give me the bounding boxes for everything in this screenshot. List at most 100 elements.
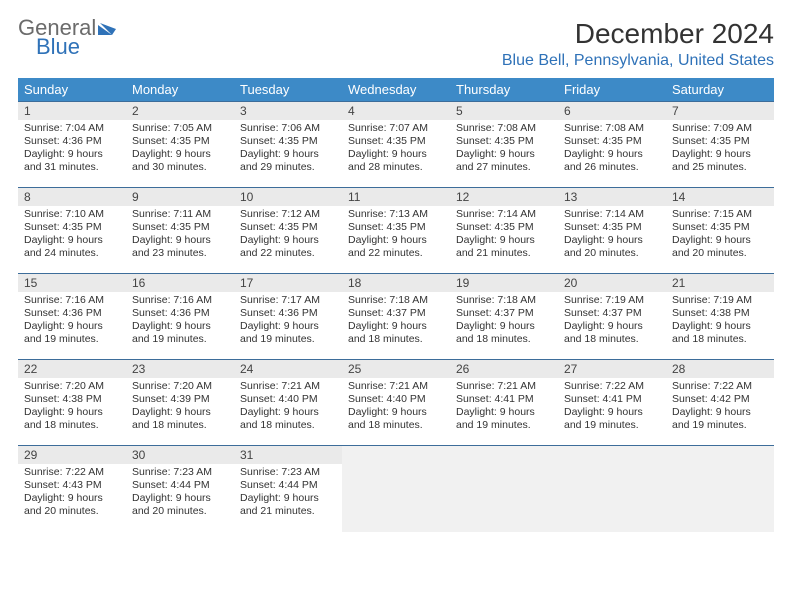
day-details: Sunrise: 7:16 AMSunset: 4:36 PMDaylight:… xyxy=(18,292,126,351)
daylight-text: Daylight: 9 hours xyxy=(564,234,660,247)
sunset-text: Sunset: 4:35 PM xyxy=(672,135,768,148)
daylight-text: and 19 minutes. xyxy=(240,333,336,346)
day-details: Sunrise: 7:10 AMSunset: 4:35 PMDaylight:… xyxy=(18,206,126,265)
day-details: Sunrise: 7:07 AMSunset: 4:35 PMDaylight:… xyxy=(342,120,450,179)
sunrise-text: Sunrise: 7:19 AM xyxy=(564,294,660,307)
day-details: Sunrise: 7:21 AMSunset: 4:40 PMDaylight:… xyxy=(342,378,450,437)
calendar-day-cell: 15Sunrise: 7:16 AMSunset: 4:36 PMDayligh… xyxy=(18,274,126,360)
calendar-day-cell: 3Sunrise: 7:06 AMSunset: 4:35 PMDaylight… xyxy=(234,102,342,188)
calendar-day-cell: 21Sunrise: 7:19 AMSunset: 4:38 PMDayligh… xyxy=(666,274,774,360)
daylight-text: Daylight: 9 hours xyxy=(240,148,336,161)
daylight-text: Daylight: 9 hours xyxy=(456,320,552,333)
daylight-text: Daylight: 9 hours xyxy=(24,406,120,419)
day-details: Sunrise: 7:14 AMSunset: 4:35 PMDaylight:… xyxy=(558,206,666,265)
calendar-day-cell: 26Sunrise: 7:21 AMSunset: 4:41 PMDayligh… xyxy=(450,360,558,446)
day-details: Sunrise: 7:18 AMSunset: 4:37 PMDaylight:… xyxy=(342,292,450,351)
sunrise-text: Sunrise: 7:22 AM xyxy=(672,380,768,393)
calendar-day-cell: 13Sunrise: 7:14 AMSunset: 4:35 PMDayligh… xyxy=(558,188,666,274)
sunrise-text: Sunrise: 7:20 AM xyxy=(132,380,228,393)
day-number: 4 xyxy=(342,102,450,120)
daylight-text: Daylight: 9 hours xyxy=(456,406,552,419)
day-details: Sunrise: 7:21 AMSunset: 4:40 PMDaylight:… xyxy=(234,378,342,437)
daylight-text: and 25 minutes. xyxy=(672,161,768,174)
daylight-text: Daylight: 9 hours xyxy=(456,234,552,247)
day-number: 17 xyxy=(234,274,342,292)
calendar-day-cell: 5Sunrise: 7:08 AMSunset: 4:35 PMDaylight… xyxy=(450,102,558,188)
daylight-text: and 28 minutes. xyxy=(348,161,444,174)
calendar-table: SundayMondayTuesdayWednesdayThursdayFrid… xyxy=(18,78,774,532)
daylight-text: Daylight: 9 hours xyxy=(672,234,768,247)
sunset-text: Sunset: 4:35 PM xyxy=(672,221,768,234)
sunset-text: Sunset: 4:36 PM xyxy=(24,307,120,320)
day-number: 7 xyxy=(666,102,774,120)
sunset-text: Sunset: 4:41 PM xyxy=(456,393,552,406)
sunset-text: Sunset: 4:38 PM xyxy=(672,307,768,320)
sunset-text: Sunset: 4:41 PM xyxy=(564,393,660,406)
daylight-text: and 20 minutes. xyxy=(672,247,768,260)
calendar-day-cell: 24Sunrise: 7:21 AMSunset: 4:40 PMDayligh… xyxy=(234,360,342,446)
day-details: Sunrise: 7:16 AMSunset: 4:36 PMDaylight:… xyxy=(126,292,234,351)
daylight-text: and 18 minutes. xyxy=(672,333,768,346)
day-number: 15 xyxy=(18,274,126,292)
daylight-text: Daylight: 9 hours xyxy=(132,406,228,419)
day-of-week-header: Wednesday xyxy=(342,78,450,102)
calendar-week-row: 29Sunrise: 7:22 AMSunset: 4:43 PMDayligh… xyxy=(18,446,774,532)
sunrise-text: Sunrise: 7:14 AM xyxy=(456,208,552,221)
daylight-text: and 20 minutes. xyxy=(132,505,228,518)
sunrise-text: Sunrise: 7:04 AM xyxy=(24,122,120,135)
sunset-text: Sunset: 4:35 PM xyxy=(564,135,660,148)
day-of-week-header: Saturday xyxy=(666,78,774,102)
daylight-text: and 27 minutes. xyxy=(456,161,552,174)
calendar-day-cell: 10Sunrise: 7:12 AMSunset: 4:35 PMDayligh… xyxy=(234,188,342,274)
header: General Blue December 2024 Blue Bell, Pe… xyxy=(18,18,774,70)
daylight-text: Daylight: 9 hours xyxy=(672,406,768,419)
sunset-text: Sunset: 4:37 PM xyxy=(564,307,660,320)
day-details: Sunrise: 7:23 AMSunset: 4:44 PMDaylight:… xyxy=(126,464,234,523)
daylight-text: and 19 minutes. xyxy=(672,419,768,432)
sunrise-text: Sunrise: 7:14 AM xyxy=(564,208,660,221)
day-details: Sunrise: 7:22 AMSunset: 4:42 PMDaylight:… xyxy=(666,378,774,437)
day-details: Sunrise: 7:22 AMSunset: 4:41 PMDaylight:… xyxy=(558,378,666,437)
daylight-text: and 29 minutes. xyxy=(240,161,336,174)
calendar-day-cell: 8Sunrise: 7:10 AMSunset: 4:35 PMDaylight… xyxy=(18,188,126,274)
calendar-day-cell: 9Sunrise: 7:11 AMSunset: 4:35 PMDaylight… xyxy=(126,188,234,274)
sunset-text: Sunset: 4:40 PM xyxy=(348,393,444,406)
daylight-text: and 24 minutes. xyxy=(24,247,120,260)
day-number: 25 xyxy=(342,360,450,378)
sunrise-text: Sunrise: 7:08 AM xyxy=(456,122,552,135)
sunset-text: Sunset: 4:35 PM xyxy=(24,221,120,234)
day-details: Sunrise: 7:09 AMSunset: 4:35 PMDaylight:… xyxy=(666,120,774,179)
daylight-text: Daylight: 9 hours xyxy=(24,234,120,247)
day-number: 23 xyxy=(126,360,234,378)
sunset-text: Sunset: 4:37 PM xyxy=(456,307,552,320)
day-number: 10 xyxy=(234,188,342,206)
calendar-day-cell: 28Sunrise: 7:22 AMSunset: 4:42 PMDayligh… xyxy=(666,360,774,446)
calendar-day-cell: 11Sunrise: 7:13 AMSunset: 4:35 PMDayligh… xyxy=(342,188,450,274)
sunrise-text: Sunrise: 7:08 AM xyxy=(564,122,660,135)
daylight-text: and 18 minutes. xyxy=(456,333,552,346)
sunrise-text: Sunrise: 7:13 AM xyxy=(348,208,444,221)
daylight-text: and 23 minutes. xyxy=(132,247,228,260)
location-label: Blue Bell, Pennsylvania, United States xyxy=(502,52,774,70)
day-of-week-header: Tuesday xyxy=(234,78,342,102)
calendar-day-cell: 4Sunrise: 7:07 AMSunset: 4:35 PMDaylight… xyxy=(342,102,450,188)
calendar-week-row: 15Sunrise: 7:16 AMSunset: 4:36 PMDayligh… xyxy=(18,274,774,360)
day-of-week-header: Thursday xyxy=(450,78,558,102)
daylight-text: Daylight: 9 hours xyxy=(240,406,336,419)
sunrise-text: Sunrise: 7:10 AM xyxy=(24,208,120,221)
calendar-week-row: 22Sunrise: 7:20 AMSunset: 4:38 PMDayligh… xyxy=(18,360,774,446)
day-number: 2 xyxy=(126,102,234,120)
daylight-text: Daylight: 9 hours xyxy=(24,320,120,333)
day-details: Sunrise: 7:08 AMSunset: 4:35 PMDaylight:… xyxy=(450,120,558,179)
day-details: Sunrise: 7:19 AMSunset: 4:38 PMDaylight:… xyxy=(666,292,774,351)
daylight-text: and 22 minutes. xyxy=(348,247,444,260)
daylight-text: Daylight: 9 hours xyxy=(24,492,120,505)
sunset-text: Sunset: 4:35 PM xyxy=(456,135,552,148)
day-details: Sunrise: 7:17 AMSunset: 4:36 PMDaylight:… xyxy=(234,292,342,351)
daylight-text: Daylight: 9 hours xyxy=(240,320,336,333)
daylight-text: Daylight: 9 hours xyxy=(132,492,228,505)
daylight-text: Daylight: 9 hours xyxy=(672,320,768,333)
daylight-text: and 30 minutes. xyxy=(132,161,228,174)
sunset-text: Sunset: 4:35 PM xyxy=(348,135,444,148)
day-number: 29 xyxy=(18,446,126,464)
